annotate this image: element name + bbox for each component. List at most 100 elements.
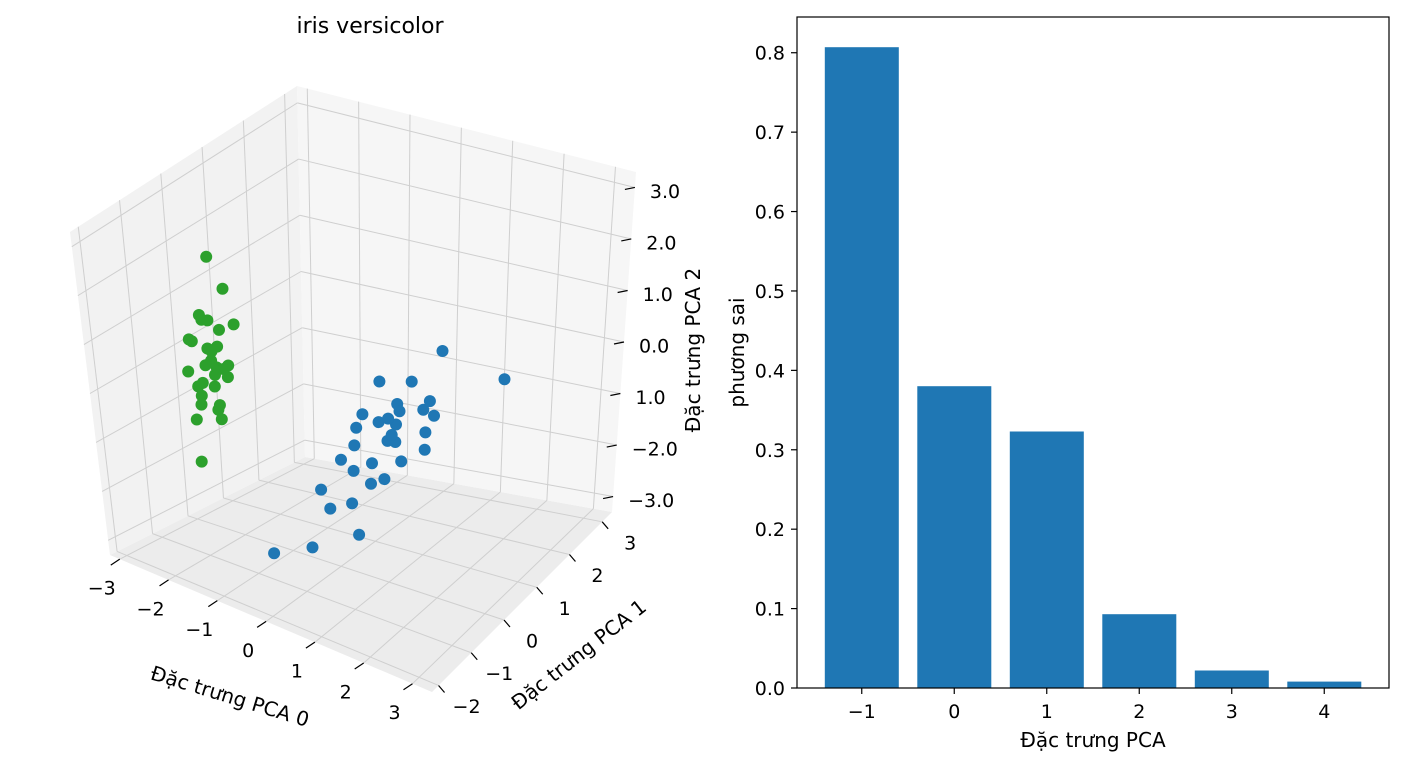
y-tick-label: 0.0 [755,678,785,700]
scatter-point [378,473,391,486]
floor-gridline [116,550,439,686]
floor-gridline [258,479,570,556]
z-tick-label: 2.0 [646,232,676,254]
floor-pane [110,457,612,692]
floor-gridline [265,483,455,622]
scatter-point [306,541,319,554]
floor-gridline [168,466,362,581]
x-tick-label: 0 [242,640,254,662]
floor-gridline [363,499,548,664]
back-gridline [302,327,621,395]
scatter-point [347,464,360,477]
floor-gridline [119,458,315,560]
scatter-point [190,413,203,426]
z-tick-label: 3.0 [650,181,680,203]
scatter-point [423,395,436,408]
x-axis-label: Đặc trưng PCA [1020,728,1166,752]
x-tick [208,600,218,608]
scatter-point [436,345,449,357]
x-tick-label: 1 [291,661,303,683]
y-tick-label: 2 [591,565,603,587]
y-tick-label: 0.3 [755,440,785,462]
z-tick [621,238,632,242]
left-gridline [101,383,304,492]
y-tick-label: 0.1 [755,599,785,621]
scatter-point [227,318,240,331]
y-tick [601,521,609,530]
y-tick-label: 0.7 [755,122,785,144]
scatter-point [498,373,511,386]
z-tick-label: 0.0 [639,336,669,358]
y-tick-label: 0.5 [755,281,785,303]
x-tick-label: 0 [948,701,960,723]
scatter-point [195,389,208,402]
z-tick [606,444,617,448]
x-tick-label: −1 [848,701,876,723]
scatter-point [417,403,430,416]
back-gridline [297,102,636,188]
y-tick [470,652,478,661]
bar [1194,670,1269,688]
scatter-point [348,439,361,452]
y-tick-label: 3 [624,532,636,554]
scatter-point [196,376,209,389]
x-tick-label: 3 [388,702,400,724]
y-axis-label: phương sai [725,297,749,407]
floor-gridline [412,508,594,685]
x-tick-label: 2 [340,681,352,703]
scatter-point [213,323,225,336]
x-tick [159,579,169,587]
z-tick-label: 1.0 [643,284,673,306]
scatter-point [200,250,213,263]
scatter-point [382,412,395,425]
floor-gridline [217,474,408,602]
z-tick-label: 1.0 [635,387,665,409]
scatter-point [182,333,195,346]
x-tick-label: 4 [1318,701,1330,723]
scatter-point [356,408,369,421]
scatter-point [346,497,359,510]
back-gridline [303,383,617,446]
scatter-point [195,455,208,468]
x-tick [354,662,365,670]
scatter-point [199,359,212,372]
scatter-point [201,314,214,327]
bar [1009,431,1084,688]
scatter-point [268,547,281,560]
scatter-point [385,429,398,441]
y-tick [503,619,511,628]
scatter-point [395,455,408,468]
y-tick-label: −1 [485,663,513,685]
scatter-point [195,398,208,411]
scatter-point [393,405,406,418]
scatter-point [315,483,328,496]
scatter-point [324,502,337,515]
x-tick-label: 1 [1041,701,1053,723]
scatter-point [353,528,366,541]
left-gridline [107,439,305,541]
bar-chart: −1 0 1 2 3 4 0.0 0.1 0.2 0.3 0.4 0.5 0.6 0.7 0.8 Đặc t… [725,16,1390,752]
scatter-point [366,457,378,470]
bar-axis-ticks: −1 0 1 2 3 4 0.0 0.1 0.2 0.3 0.4 0.5 0.6 0.7 0.8 [755,43,1331,723]
back-gridline [300,271,625,343]
bar [1102,614,1177,688]
scatter-point [201,342,214,355]
floor-gridline [314,491,501,643]
scatter-point [215,413,228,426]
x-tick-label: −3 [88,578,116,600]
axes-grid [71,88,636,686]
y-tick-label: −2 [453,696,481,718]
floor-gridline [187,515,505,621]
scatter-point [216,282,229,295]
y-tick [536,586,544,595]
scatter-point [372,416,385,429]
floor-gridline [223,497,537,588]
bar [824,47,899,688]
bar [917,386,992,688]
z-tick-label: −3.0 [628,490,674,512]
floor-gridline [294,461,603,523]
scatter-point [405,375,418,388]
scatter-point [182,365,195,378]
